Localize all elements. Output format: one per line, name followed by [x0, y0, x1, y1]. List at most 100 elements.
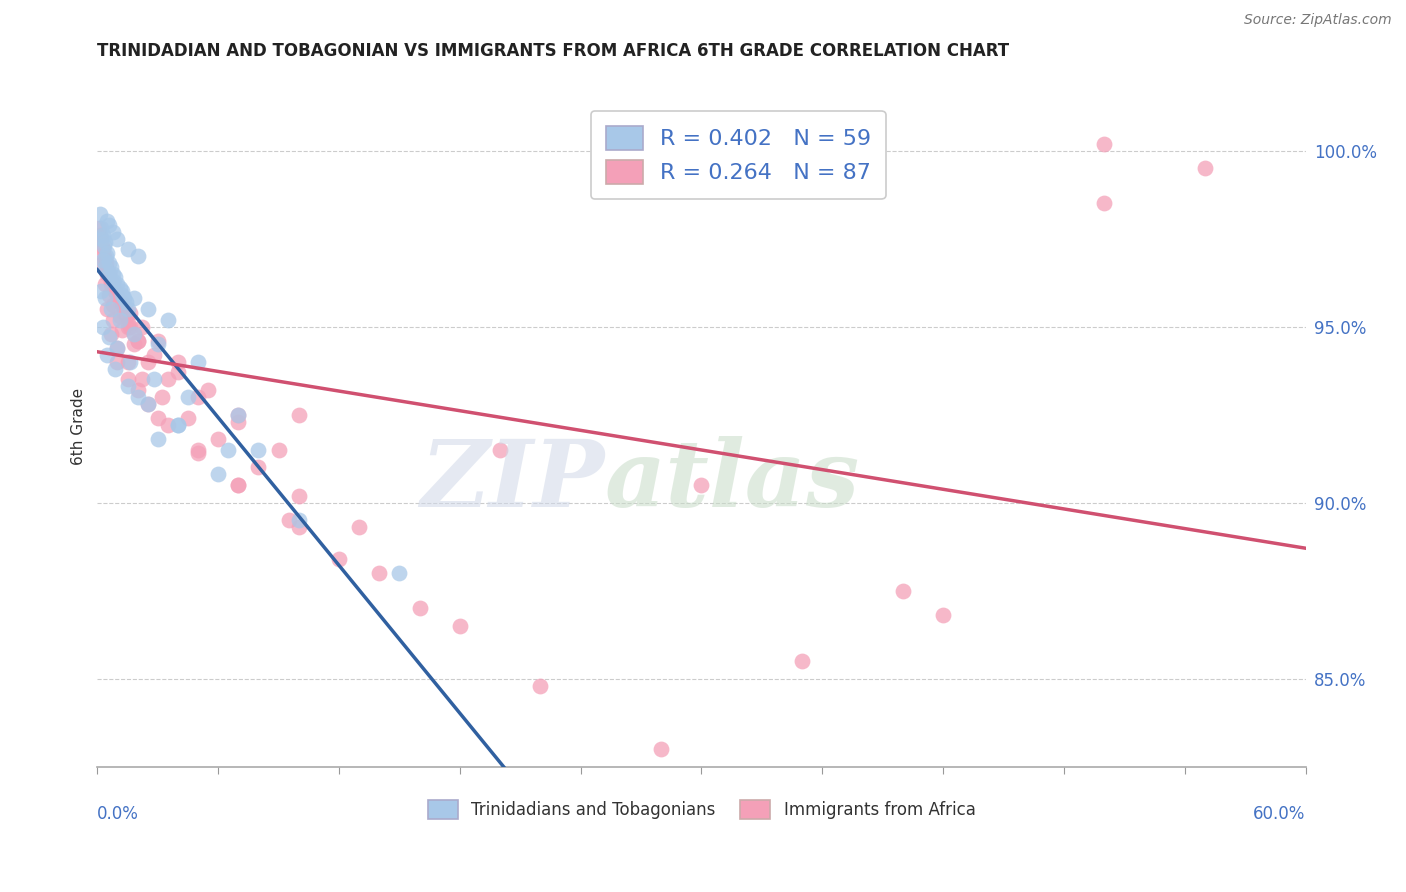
- Point: [146, 337, 169, 351]
- Point: [267, 442, 290, 457]
- Point: [146, 411, 169, 425]
- Point: [94, 292, 117, 306]
- Point: [96, 249, 118, 263]
- Point: [98, 218, 121, 232]
- Point: [100, 260, 122, 274]
- Point: [131, 372, 153, 386]
- Point: [247, 442, 270, 457]
- Point: [94, 260, 117, 274]
- Text: atlas: atlas: [605, 436, 860, 526]
- Point: [217, 442, 239, 457]
- Point: [103, 267, 125, 281]
- Text: Source: ZipAtlas.com: Source: ZipAtlas.com: [1244, 13, 1392, 28]
- Text: ZIP: ZIP: [420, 436, 605, 526]
- Point: [114, 309, 136, 323]
- Point: [93, 228, 115, 243]
- Point: [93, 256, 115, 270]
- Point: [449, 619, 471, 633]
- Point: [156, 312, 179, 326]
- Point: [94, 277, 117, 292]
- Point: [118, 305, 141, 319]
- Point: [287, 408, 309, 422]
- Point: [89, 221, 111, 235]
- Point: [100, 277, 122, 292]
- Point: [226, 408, 249, 422]
- Point: [110, 295, 132, 310]
- Point: [142, 348, 165, 362]
- Point: [103, 274, 125, 288]
- Point: [368, 566, 391, 580]
- Point: [112, 305, 135, 319]
- Point: [110, 288, 132, 302]
- Point: [98, 267, 121, 281]
- Point: [187, 355, 209, 369]
- Point: [277, 513, 299, 527]
- Point: [197, 383, 219, 397]
- Point: [94, 235, 117, 249]
- Point: [117, 242, 139, 256]
- Point: [122, 326, 145, 341]
- Point: [108, 295, 131, 310]
- Point: [112, 292, 135, 306]
- Point: [650, 742, 672, 756]
- Point: [328, 552, 350, 566]
- Point: [187, 442, 209, 457]
- Point: [150, 390, 173, 404]
- Point: [107, 288, 129, 302]
- Text: 60.0%: 60.0%: [1253, 805, 1306, 823]
- Point: [127, 249, 149, 263]
- Point: [98, 267, 121, 281]
- Point: [104, 270, 127, 285]
- Point: [117, 319, 139, 334]
- Point: [93, 238, 115, 252]
- Point: [690, 478, 713, 492]
- Point: [108, 281, 131, 295]
- Point: [177, 390, 200, 404]
- Point: [103, 277, 125, 292]
- Point: [110, 323, 132, 337]
- Point: [114, 295, 136, 310]
- Point: [127, 334, 149, 348]
- Point: [287, 489, 309, 503]
- Point: [96, 348, 118, 362]
- Point: [104, 361, 127, 376]
- Text: 0.0%: 0.0%: [97, 805, 139, 823]
- Point: [89, 228, 111, 243]
- Legend: Trinidadians and Tobagonians, Immigrants from Africa: Trinidadians and Tobagonians, Immigrants…: [427, 800, 976, 820]
- Point: [117, 301, 139, 316]
- Point: [96, 245, 118, 260]
- Point: [100, 274, 122, 288]
- Point: [932, 608, 955, 623]
- Point: [891, 583, 914, 598]
- Point: [146, 334, 169, 348]
- Point: [103, 225, 125, 239]
- Point: [146, 432, 169, 446]
- Point: [792, 654, 814, 668]
- Point: [96, 214, 118, 228]
- Point: [117, 316, 139, 330]
- Point: [96, 267, 118, 281]
- Point: [122, 326, 145, 341]
- Point: [96, 256, 118, 270]
- Point: [207, 467, 229, 482]
- Point: [98, 256, 121, 270]
- Point: [98, 288, 121, 302]
- Point: [187, 390, 209, 404]
- Point: [107, 355, 129, 369]
- Point: [89, 207, 111, 221]
- Point: [117, 372, 139, 386]
- Point: [98, 330, 121, 344]
- Point: [96, 301, 118, 316]
- Point: [1092, 196, 1115, 211]
- Point: [91, 238, 114, 252]
- Point: [136, 397, 159, 411]
- Point: [347, 520, 370, 534]
- Point: [90, 285, 112, 299]
- Point: [489, 442, 512, 457]
- Point: [110, 298, 132, 312]
- Point: [142, 372, 165, 386]
- Point: [104, 285, 127, 299]
- Point: [177, 411, 200, 425]
- Point: [127, 383, 149, 397]
- Point: [107, 341, 129, 355]
